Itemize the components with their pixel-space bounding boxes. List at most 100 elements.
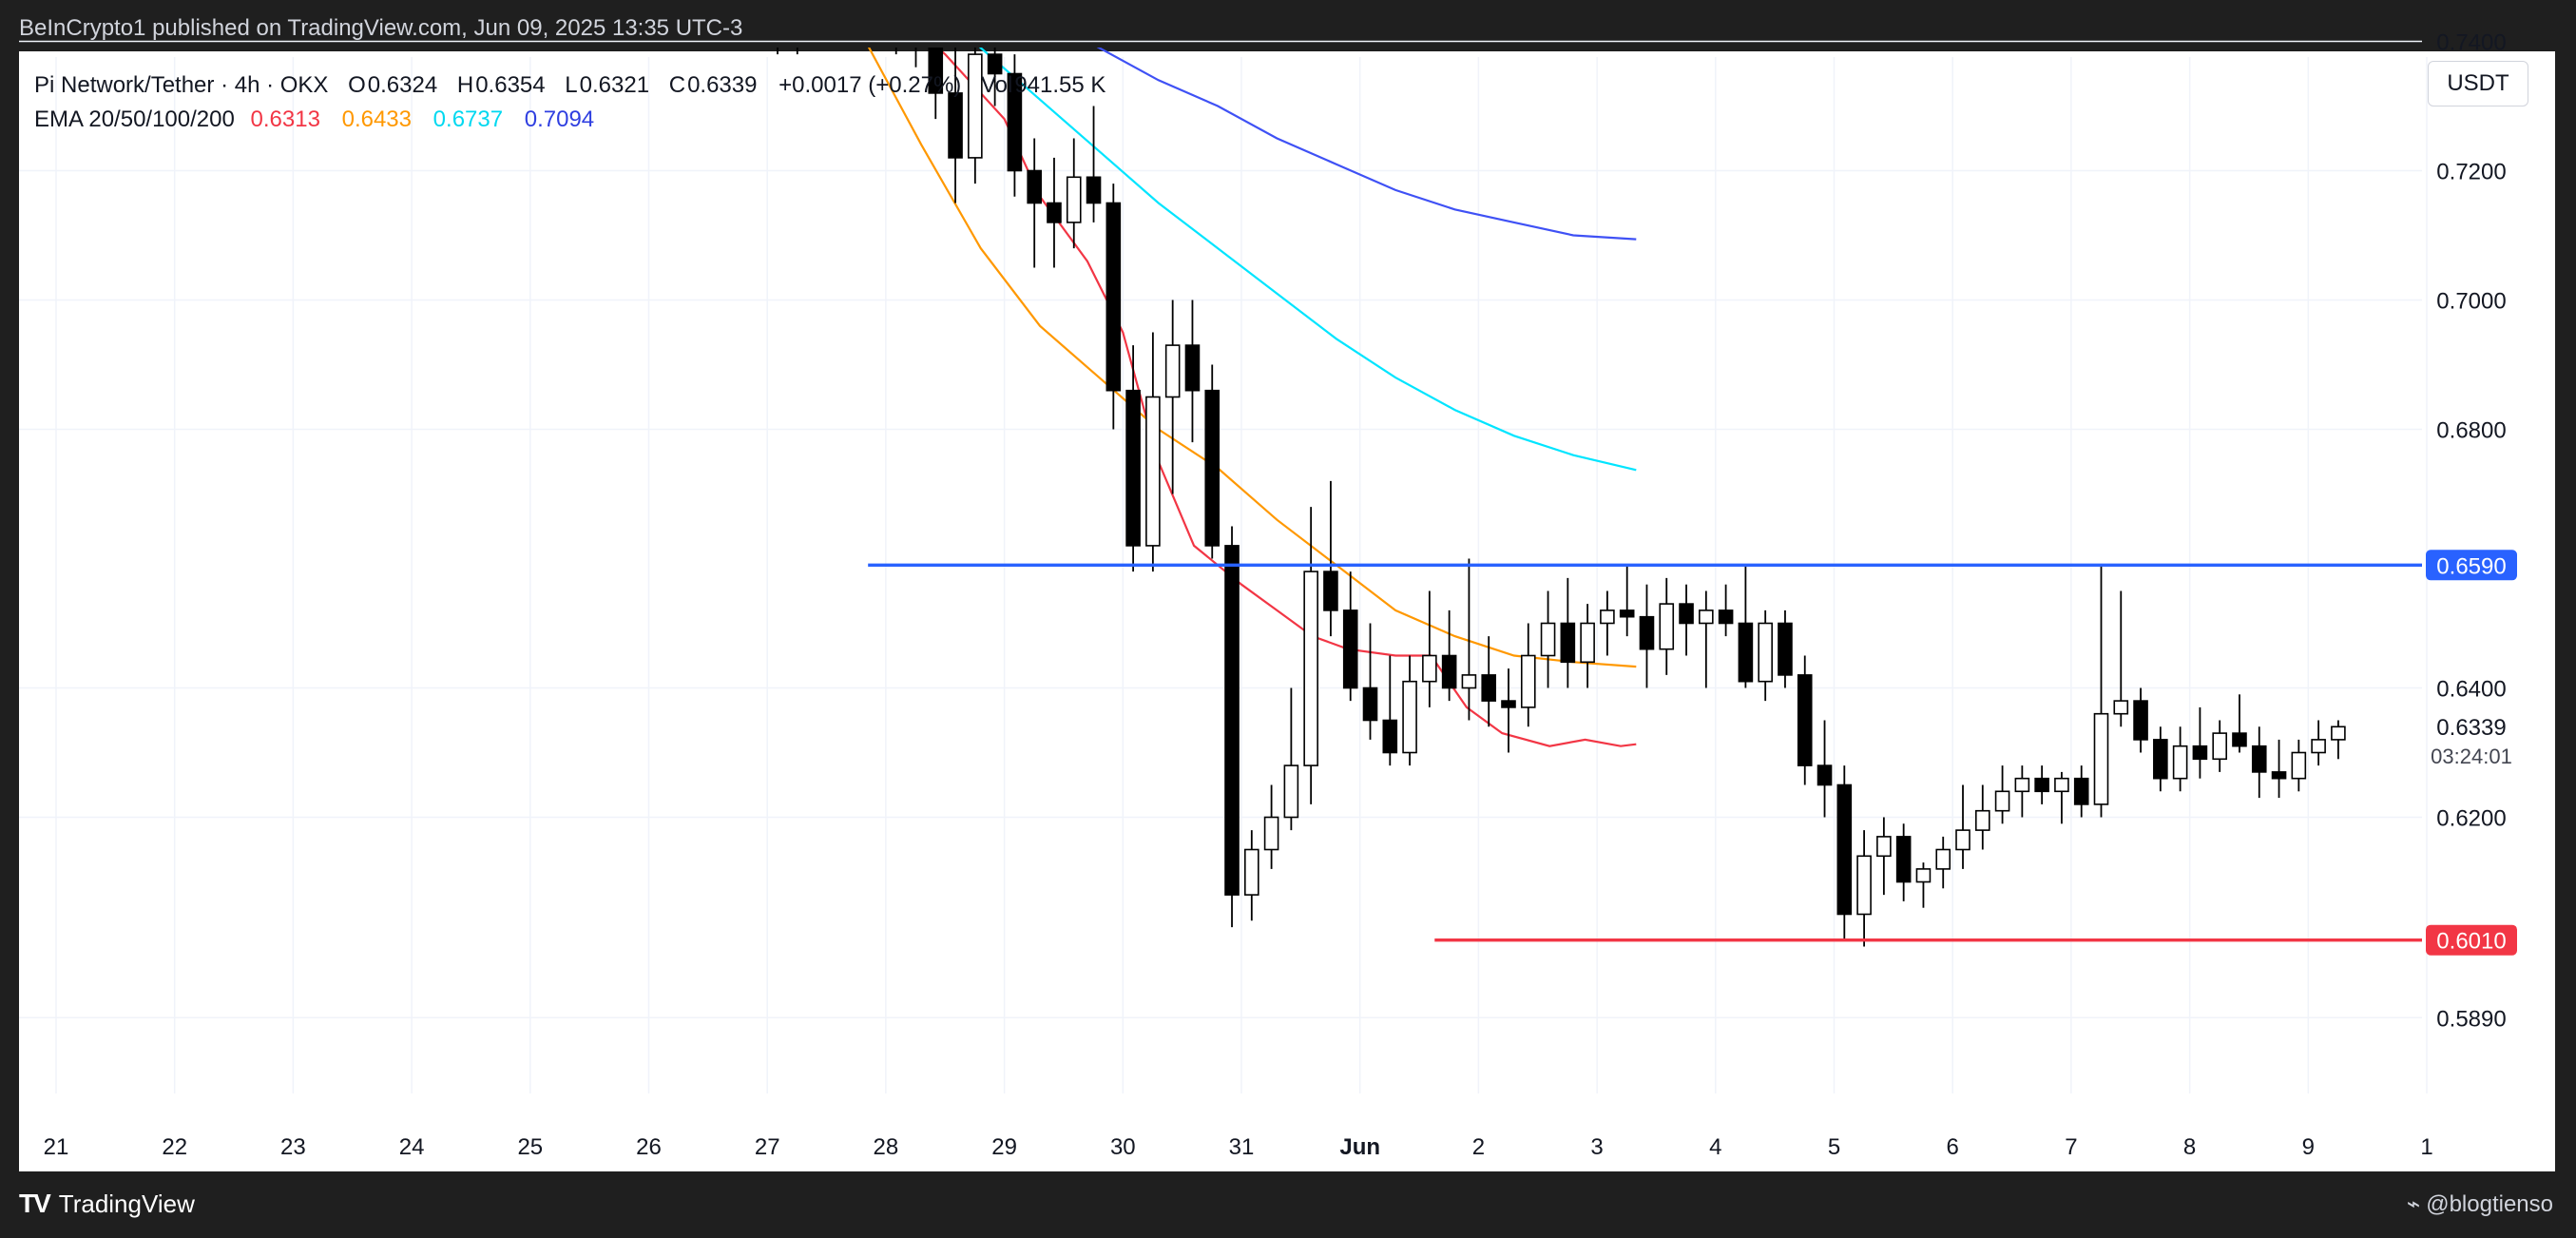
time-axis[interactable]: 21 22 23 24 25 26 27 28 29 30 31 Jun 2 3 4 5 6 7 8 9 1 — [44, 1134, 2433, 1160]
candle-body — [1303, 571, 1318, 766]
countdown-label: 03:24:01 — [2431, 745, 2512, 768]
candle-body — [2093, 712, 2109, 805]
time-tick-label: 24 — [399, 1134, 425, 1160]
candle-body — [1836, 783, 1853, 916]
candle-body — [1263, 816, 1279, 851]
candle-body — [1520, 654, 1536, 708]
time-tick-label: 28 — [874, 1134, 899, 1160]
candle-body — [1283, 764, 1299, 819]
candle-body — [2054, 777, 2069, 793]
candle-body — [1639, 615, 1655, 650]
currency-selector[interactable]: USDT — [2428, 61, 2528, 106]
candle-body — [1955, 829, 1970, 851]
level-badge-label: 0.6590 — [2436, 553, 2506, 579]
candle-body — [1817, 764, 1833, 786]
candle-body — [1481, 674, 1497, 702]
candle-body — [791, 10, 804, 29]
time-tick-label: 29 — [991, 1134, 1017, 1160]
candle-body — [1560, 622, 1576, 664]
time-tick-label: 4 — [1709, 1134, 1721, 1160]
ema-line-ema100 — [978, 48, 1637, 472]
candle-body — [2291, 751, 2307, 780]
candle-body — [1659, 603, 1675, 650]
low-value: 0.6321 — [579, 72, 650, 98]
candle-body — [1047, 202, 1062, 223]
ema100-value: 0.6737 — [433, 106, 504, 132]
candle-body — [1699, 609, 1714, 625]
candle-body — [2034, 777, 2049, 793]
candle-body — [948, 92, 963, 159]
time-tick-label: 21 — [44, 1134, 69, 1160]
candle-body — [2153, 739, 2168, 780]
candle-body — [1718, 609, 1734, 625]
candle-body — [1501, 700, 1516, 708]
candle-body — [1145, 396, 1161, 547]
time-tick-label: 25 — [517, 1134, 543, 1160]
publish-info: BeInCrypto1 published on TradingView.com… — [19, 15, 743, 41]
time-tick-label: 27 — [755, 1134, 780, 1160]
time-tick-label: 9 — [2302, 1134, 2315, 1160]
time-tick-label: Jun — [1339, 1134, 1380, 1160]
time-tick-label: 30 — [1110, 1134, 1136, 1160]
candle-body — [1007, 72, 1023, 172]
symbol-label[interactable]: Pi Network/Tether · 4h · OKX — [34, 72, 329, 98]
candle-body — [2311, 739, 2326, 754]
candle-body — [1797, 674, 1813, 766]
price-tick-label: 0.6200 — [2436, 806, 2506, 832]
candle-body — [1915, 868, 1932, 883]
candle-body — [1540, 622, 1556, 657]
candle-body — [2331, 725, 2346, 741]
candle-body — [1323, 571, 1338, 611]
chart-panel[interactable] — [19, 51, 2555, 1171]
candle-body — [1066, 176, 1082, 223]
chart-legend: Pi Network/Tether · 4h · OKX O0.6324 H0.… — [34, 68, 1119, 137]
ema200-value: 0.7094 — [524, 106, 595, 132]
ohlc-row: Pi Network/Tether · 4h · OKX O0.6324 H0.… — [34, 68, 1119, 103]
price-tick-label: 0.6800 — [2436, 418, 2506, 444]
candle-body — [890, 0, 903, 35]
candle-body — [1580, 622, 1595, 664]
time-tick-label: 2 — [1472, 1134, 1485, 1160]
candle-body — [1244, 848, 1259, 896]
footer-bar — [0, 1171, 2576, 1238]
candle-body — [968, 53, 983, 159]
ema-line-ema200 — [1096, 48, 1637, 241]
candle-body — [1895, 836, 1912, 883]
candle-body — [2172, 745, 2188, 780]
ema-label[interactable]: EMA 20/50/100/200 — [34, 106, 235, 132]
ema20-value: 0.6313 — [250, 106, 320, 132]
credit: ⌁ @blogtienso — [2407, 1190, 2553, 1218]
candle-body — [2014, 777, 2030, 793]
open-value: 0.6324 — [367, 72, 438, 98]
candle-body — [909, 10, 922, 35]
candles — [771, 0, 2346, 947]
price-axis[interactable]: 0.86000.82000.78000.76000.74000.72000.70… — [2426, 0, 2517, 1032]
open-label: O — [348, 72, 366, 98]
candle-body — [1600, 609, 1615, 625]
time-tick-label: 6 — [1947, 1134, 1959, 1160]
candle-body — [1362, 687, 1378, 722]
candle-body — [1342, 609, 1358, 689]
candle-body — [1027, 169, 1042, 204]
tradingview-logo[interactable]: TV TradingView — [19, 1189, 195, 1219]
candle-body — [2073, 777, 2089, 805]
candle-body — [1461, 674, 1477, 689]
publish-bar: BeInCrypto1 published on TradingView.com… — [0, 0, 2576, 51]
grid — [19, 40, 2428, 1093]
time-tick-label: 3 — [1590, 1134, 1603, 1160]
level-badge — [2426, 924, 2517, 956]
candle-body — [1184, 344, 1201, 392]
ema-line-ema50 — [867, 48, 1637, 668]
ema-row: EMA 20/50/100/200 0.6313 0.6433 0.6737 0… — [34, 103, 1119, 137]
candle-body — [771, 0, 784, 29]
candle-body — [1738, 622, 1754, 683]
last-price-label: 0.6339 — [2436, 715, 2506, 741]
ema50-value: 0.6433 — [341, 106, 412, 132]
candle-body — [1778, 622, 1793, 676]
credit-text: @blogtienso — [2426, 1190, 2553, 1217]
candle-body — [1422, 654, 1437, 683]
candle-body — [1441, 654, 1457, 689]
price-tick-label: 0.7400 — [2436, 30, 2506, 56]
time-tick-label: 22 — [162, 1134, 187, 1160]
